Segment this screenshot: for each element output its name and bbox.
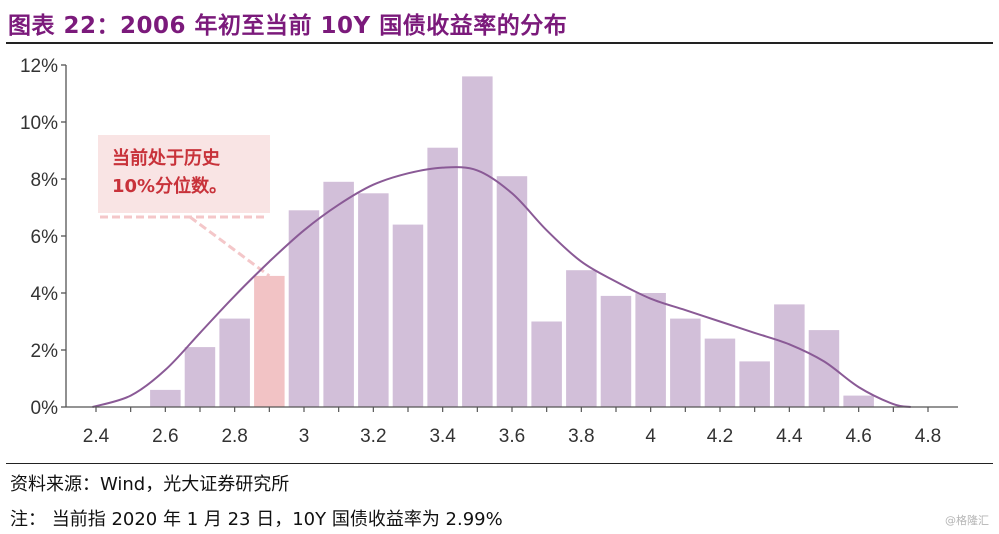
x-tick-label: 2.8 <box>221 426 247 447</box>
y-tick-label: 6% <box>31 227 59 248</box>
footer-rule <box>6 463 993 464</box>
x-tick-label: 4.4 <box>776 426 803 447</box>
source-text: 资料来源：Wind，光大证券研究所 <box>10 474 290 495</box>
histogram-bar <box>462 76 493 408</box>
callout-connector <box>189 215 271 278</box>
note-text: 注： 当前指 2020 年 1 月 23 日，10Y 国债收益率为 2.99% <box>10 509 503 530</box>
y-tick-label: 4% <box>31 284 59 305</box>
histogram-bar <box>288 210 320 407</box>
histogram-bar <box>600 295 632 407</box>
histogram-bar <box>566 270 597 407</box>
histogram-bar <box>150 389 181 407</box>
watermark: @格隆汇 <box>945 514 989 527</box>
x-tick-label: 4 <box>645 426 656 447</box>
x-tick-label: 2.4 <box>83 426 110 447</box>
y-tick-label: 2% <box>31 341 59 362</box>
x-tick-label: 4.8 <box>915 426 941 447</box>
x-tick-label: 2.6 <box>152 426 178 447</box>
histogram-bar <box>843 395 874 407</box>
y-tick-label: 8% <box>31 170 59 191</box>
x-tick-label: 3.6 <box>499 426 525 447</box>
x-tick-label: 3.2 <box>360 426 386 447</box>
histogram-bar-current <box>254 275 285 407</box>
x-tick-label: 4.6 <box>845 426 871 447</box>
histogram-bar <box>774 304 805 407</box>
histogram-bar <box>323 181 354 407</box>
histogram-bar <box>531 321 562 407</box>
histogram-chart: 0% 2% 4% 6% 8% 10% 12% 2.4 2.6 2.8 3 3.2 3.4 3.6 3.8 4 4… <box>20 56 958 447</box>
title-rule <box>6 42 993 44</box>
x-tick-label: 4.2 <box>707 426 733 447</box>
x-tick-label: 3.8 <box>568 426 594 447</box>
y-tick-label: 0% <box>31 398 59 419</box>
histogram-bar <box>392 224 424 407</box>
density-curve <box>92 166 911 408</box>
histogram-bar <box>496 176 528 407</box>
x-tick-label: 3 <box>299 426 310 447</box>
callout-box: 当前处于历史 10%分位数。 <box>98 135 270 213</box>
histogram-bar <box>427 147 458 407</box>
histogram-bar <box>739 361 770 407</box>
histogram-bar <box>184 347 216 407</box>
histogram-bar <box>219 318 250 407</box>
histogram-bar <box>704 338 736 407</box>
x-tick-label: 3.4 <box>429 426 456 447</box>
histogram-bar <box>635 293 666 407</box>
y-tick-label: 10% <box>20 113 58 134</box>
histogram-bar <box>670 318 701 407</box>
y-tick-label: 12% <box>20 56 58 77</box>
chart-title: 图表 22：2006 年初至当前 10Y 国债收益率的分布 <box>8 13 568 39</box>
callout-text: 当前处于历史 10%分位数。 <box>112 148 228 197</box>
histogram-bar <box>358 193 389 408</box>
